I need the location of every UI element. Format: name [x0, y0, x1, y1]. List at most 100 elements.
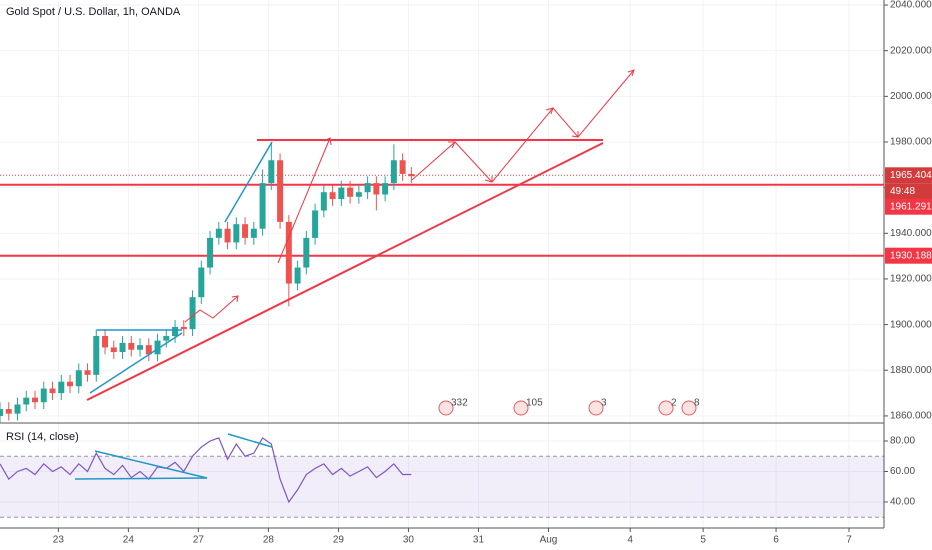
trend-line	[86, 142, 604, 401]
x-tick-label: 29	[333, 535, 345, 546]
candle-body	[250, 228, 257, 238]
rsi-tick-label: 80.00	[890, 436, 915, 447]
rsi-divergence-line	[74, 477, 208, 480]
candle-body	[268, 160, 275, 184]
candle-body	[294, 267, 301, 284]
candle-body	[355, 192, 362, 197]
projection-arrow	[411, 69, 635, 183]
candle-body	[189, 297, 196, 330]
x-tick-label: 28	[263, 535, 275, 546]
projection-arrow	[277, 137, 331, 264]
level-label-box	[885, 247, 932, 264]
grid	[0, 0, 884, 528]
candle-body	[32, 397, 39, 403]
y-tick-label: 1860.000	[890, 411, 932, 422]
x-tick-label: 24	[123, 535, 135, 546]
candle-body	[154, 340, 161, 355]
candle-body	[198, 267, 205, 298]
x-tick-label: 5	[700, 535, 706, 546]
candle-body	[408, 173, 415, 177]
candle-body	[5, 409, 12, 414]
event-icon	[658, 400, 674, 416]
rsi-tick-label: 40.00	[890, 497, 915, 508]
event-count: 3	[601, 398, 607, 409]
candle-body	[259, 183, 266, 229]
candle-body	[347, 187, 354, 197]
x-tick-label: 30	[403, 535, 415, 546]
triangle-line	[89, 332, 183, 394]
candle-body	[128, 342, 135, 350]
candle-body	[373, 183, 380, 195]
candle-body	[84, 370, 91, 375]
x-tick-label: 31	[473, 535, 485, 546]
candle-body	[224, 228, 231, 243]
candle-body	[312, 210, 319, 238]
rsi-band	[0, 456, 884, 518]
level-label: 1930.188	[890, 250, 932, 261]
y-tick-label: 1920.000	[890, 274, 932, 285]
y-tick-label: 2020.000	[890, 45, 932, 56]
rsi-title: RSI (14, close)	[6, 431, 79, 443]
candle-body	[285, 221, 292, 284]
countdown-label: 49:48	[890, 186, 915, 197]
candle-body	[14, 404, 21, 414]
event-icon	[681, 400, 697, 416]
event-icon	[438, 400, 454, 416]
candle-body	[382, 183, 389, 195]
candle-body	[329, 192, 336, 200]
event-count: 105	[526, 398, 543, 409]
arrow-head	[448, 141, 456, 149]
candle-body	[58, 381, 65, 394]
event-icon	[513, 400, 529, 416]
candle-body	[75, 370, 82, 387]
candle-body	[399, 160, 406, 174]
y-tick-label: 1980.000	[890, 137, 932, 148]
candle-body	[40, 388, 47, 403]
candle-body	[0, 409, 3, 416]
event-count: 332	[451, 398, 468, 409]
x-tick-label: 7	[846, 535, 852, 546]
event-count: 2	[671, 398, 677, 409]
candle-body	[102, 336, 109, 348]
arrow-head	[545, 107, 554, 115]
candle-body	[110, 347, 117, 353]
countdown-label-box	[885, 183, 932, 200]
candle-body	[137, 345, 144, 350]
x-tick-label: 23	[53, 535, 65, 546]
rsi-band-layer	[0, 455, 884, 518]
candle-body	[145, 345, 152, 355]
candle-body	[180, 326, 187, 330]
candle-body	[67, 381, 74, 387]
candle-body	[233, 224, 240, 243]
arrow-head	[627, 69, 635, 77]
marks: 332 105 3 2 8	[0, 141, 884, 504]
impulse-line	[224, 141, 273, 223]
projection-arrow	[184, 295, 239, 323]
candle-body	[163, 336, 170, 341]
last-price-label: 1965.404	[890, 170, 932, 181]
level-label-box	[885, 198, 932, 215]
arrow-head	[231, 295, 239, 303]
y-tick-label: 2040.000	[890, 0, 932, 11]
rsi-divergence-line	[227, 433, 273, 448]
x-tick-label: 27	[193, 535, 205, 546]
candle-body	[303, 237, 310, 268]
y-tick-label: 1880.000	[890, 365, 932, 376]
event-icon	[588, 400, 604, 416]
arrow-head	[323, 137, 332, 146]
candle-body	[207, 237, 214, 268]
chart-title: Gold Spot / U.S. Dollar, 1h, OANDA	[6, 6, 181, 18]
axis-labels: 1860.000 1880.000 1900.000 1920.000 1940.000…	[53, 0, 932, 546]
candle-body	[172, 326, 179, 337]
candle-body	[277, 160, 284, 222]
candle-body	[338, 187, 345, 200]
candle-body	[364, 183, 371, 193]
candle-body	[119, 342, 126, 353]
event-count: 8	[694, 398, 700, 409]
rsi-line	[0, 437, 412, 504]
x-tick-label: 6	[773, 535, 779, 546]
y-tick-label: 2000.000	[890, 91, 932, 102]
